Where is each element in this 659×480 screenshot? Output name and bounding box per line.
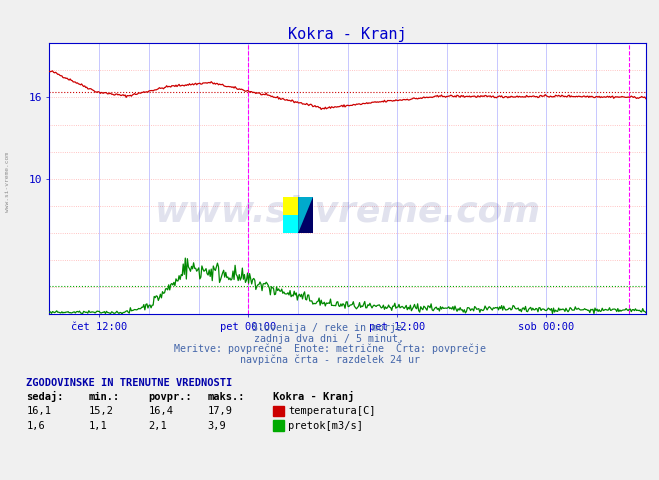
Text: 16,1: 16,1 [26,406,51,416]
Bar [283,215,298,233]
Text: 1,6: 1,6 [26,420,45,431]
Title: Kokra - Kranj: Kokra - Kranj [288,27,407,42]
Text: Kokra - Kranj: Kokra - Kranj [273,391,355,402]
Text: min.:: min.: [89,392,120,402]
Text: 2,1: 2,1 [148,420,167,431]
Text: 3,9: 3,9 [208,420,226,431]
Text: 1,1: 1,1 [89,420,107,431]
Text: navpična črta - razdelek 24 ur: navpična črta - razdelek 24 ur [239,354,420,365]
Bar [283,197,298,215]
Text: Meritve: povprečne  Enote: metrične  Črta: povprečje: Meritve: povprečne Enote: metrične Črta:… [173,342,486,354]
Text: pretok[m3/s]: pretok[m3/s] [288,420,363,431]
Text: Slovenija / reke in morje.: Slovenija / reke in morje. [252,323,407,333]
Text: povpr.:: povpr.: [148,392,192,402]
Text: zadnja dva dni / 5 minut.: zadnja dva dni / 5 minut. [254,334,405,344]
Text: temperatura[C]: temperatura[C] [288,406,376,416]
Text: maks.:: maks.: [208,392,245,402]
Text: www.si-vreme.com: www.si-vreme.com [5,153,11,212]
Polygon shape [298,197,313,233]
Text: ZGODOVINSKE IN TRENUTNE VREDNOSTI: ZGODOVINSKE IN TRENUTNE VREDNOSTI [26,378,233,388]
Bar [298,197,313,233]
Text: 17,9: 17,9 [208,406,233,416]
Text: 15,2: 15,2 [89,406,114,416]
Text: sedaj:: sedaj: [26,391,64,402]
Text: www.si-vreme.com: www.si-vreme.com [155,194,540,228]
Text: 16,4: 16,4 [148,406,173,416]
